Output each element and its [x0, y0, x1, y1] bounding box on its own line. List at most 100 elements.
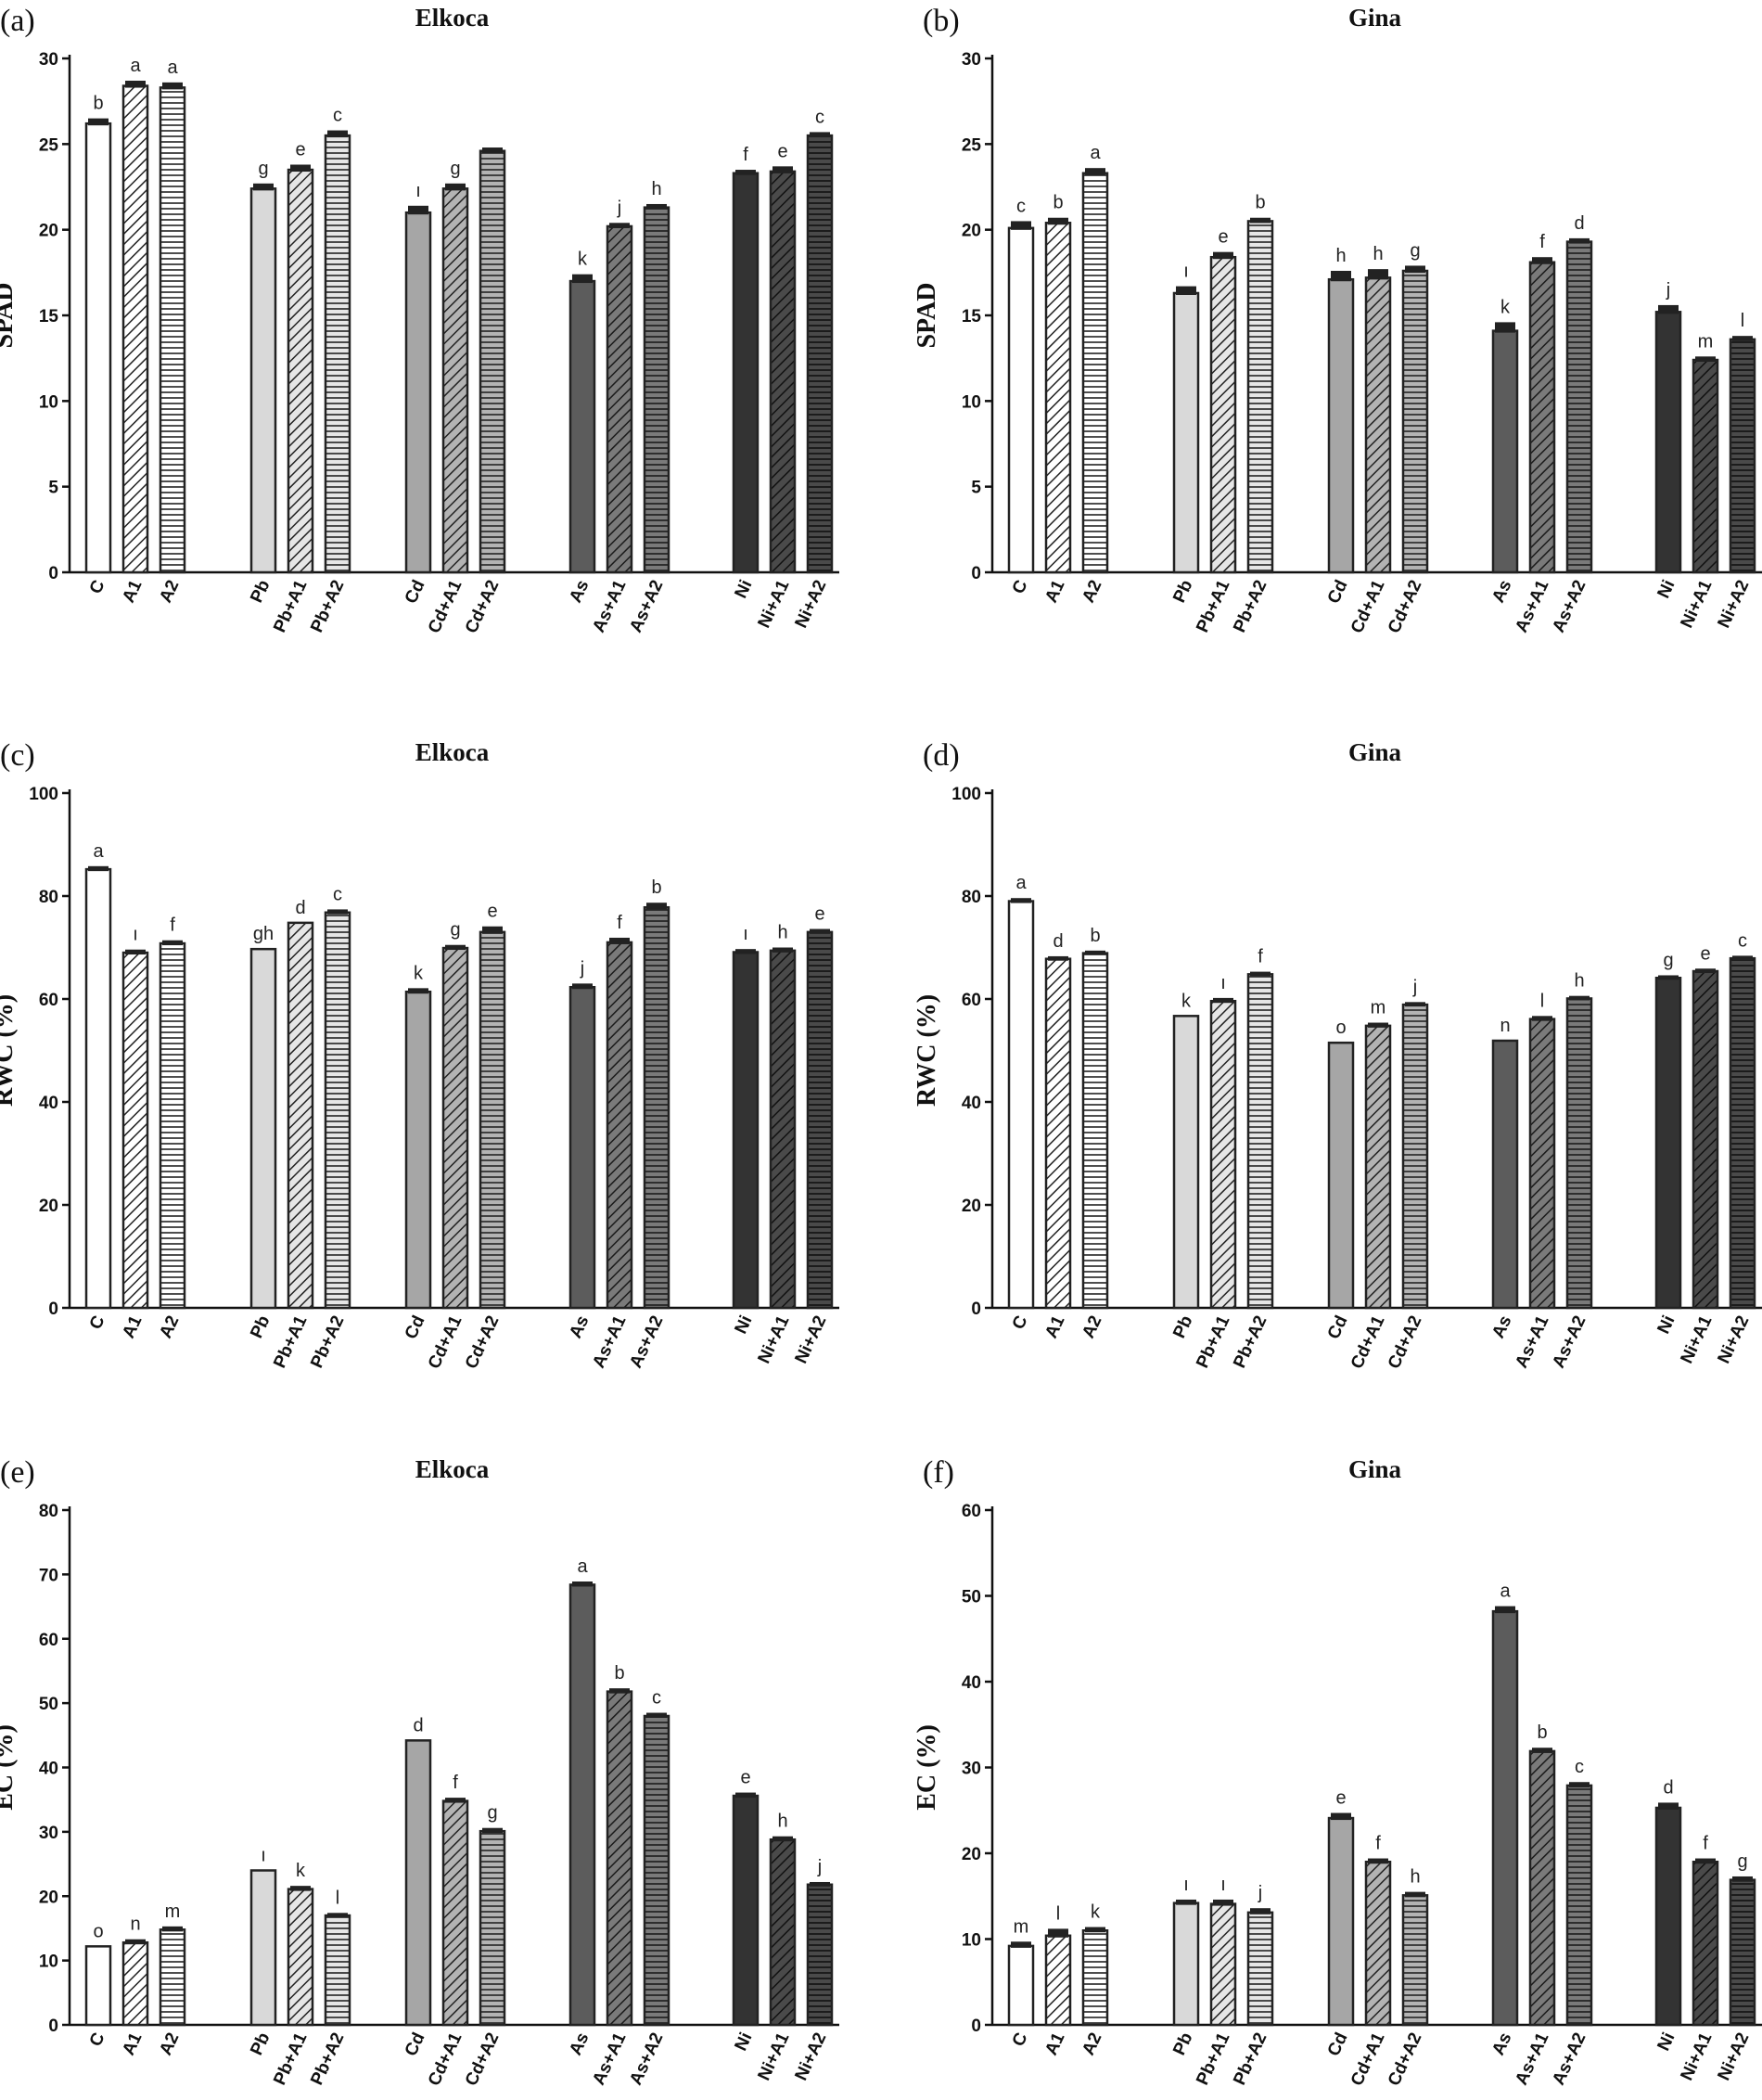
y-tick-label: 0	[971, 1300, 981, 1319]
x-tick-label-as: As	[566, 2030, 593, 2058]
bar-c	[1007, 226, 1035, 574]
significance-letter-cd-a1: m	[1371, 998, 1386, 1018]
significance-letter-as: j	[580, 958, 584, 979]
x-tick-label-ni-a2: Ni+A2	[792, 577, 831, 631]
bar-pb	[249, 187, 277, 574]
significance-letter-pb-a2: j	[1258, 1883, 1262, 1903]
y-tick-label: 15	[39, 307, 59, 327]
significance-letter-as-a1: l	[1540, 991, 1544, 1011]
significance-letter-ni: ı	[743, 924, 748, 944]
significance-letter-cd-a1: f	[453, 1773, 458, 1793]
bar-ni-a2	[806, 1883, 834, 2027]
bar-a2	[159, 941, 186, 1310]
error-bar-pb	[1176, 286, 1196, 295]
significance-letter-pb-a2: c	[333, 884, 342, 904]
significance-letter-ni: j	[1666, 280, 1670, 301]
x-tick-label-as-a1: As+A1	[589, 577, 630, 635]
x-tick-label-as: As	[1488, 577, 1515, 606]
bar-pb-a2	[324, 134, 351, 574]
y-axis-label: SPAD	[0, 282, 19, 348]
significance-letter-ni-a1: m	[1698, 331, 1714, 352]
error-bar-ni-a2	[810, 928, 830, 934]
error-bar-ni-a2	[810, 1881, 830, 1887]
significance-letter-as-a1: b	[1537, 1722, 1547, 1743]
x-tick-label-as-a1: As+A1	[589, 1312, 630, 1371]
x-tick-label-as: As	[1488, 1312, 1515, 1341]
error-bar-a2	[162, 940, 183, 946]
error-bar-cd-a2	[1405, 265, 1425, 273]
bar-cd	[1327, 277, 1355, 574]
significance-letter-a2: k	[1091, 1902, 1101, 1923]
significance-letter-ni-a2: g	[1737, 1851, 1747, 1872]
error-bar-pb-a1	[1213, 997, 1233, 1004]
error-bar-as-a2	[646, 203, 667, 210]
x-tick-label-a1: A1	[1041, 577, 1068, 606]
y-tick-label: 20	[39, 1197, 58, 1216]
bar-pb	[1172, 291, 1200, 574]
bar-as-a2	[1565, 997, 1593, 1310]
error-bar-pb-a2	[1250, 1908, 1270, 1914]
significance-letter-ni-a2: c	[815, 107, 824, 127]
bar-ni-a2	[1729, 1878, 1756, 2027]
y-tick-label: 40	[962, 1094, 981, 1113]
error-bar-cd-a2	[1405, 1891, 1425, 1898]
significance-letter-cd-a2: h	[1410, 1867, 1420, 1888]
y-tick-label: 10	[962, 1931, 981, 1951]
x-tick-label-cd: Cd	[402, 577, 429, 607]
significance-letter-as-a2: c	[1575, 1757, 1584, 1777]
significance-letter-cd: h	[1335, 246, 1346, 266]
y-tick-label: 0	[48, 564, 58, 583]
x-tick-label-cd-a1: Cd+A1	[425, 2030, 466, 2089]
chart-panel-b: (b) Gina SPAD 0 5 10 15 20 25 30 c Cb A1 a A2 ı Pb e Pb+A1…	[913, 4, 1762, 636]
error-bar-a2	[162, 82, 183, 90]
error-bar-ni-a1	[772, 166, 793, 173]
y-tick-label: 15	[962, 307, 982, 327]
bar-a1	[1044, 1934, 1072, 2027]
x-tick-label-pb: Pb	[1169, 2030, 1196, 2058]
x-tick-label-as-a2: As+A2	[626, 1312, 667, 1371]
error-bar-ni	[735, 1792, 756, 1799]
significance-letter-pb-a1: e	[1218, 227, 1228, 248]
bar-ni-a1	[1692, 1861, 1719, 2027]
bar-ni-a2	[806, 930, 834, 1310]
error-bar-as	[1495, 322, 1515, 333]
significance-letter-as: k	[578, 250, 588, 270]
error-bar-a2	[1085, 1927, 1105, 1933]
bar-ni-a1	[1692, 358, 1719, 574]
bar-as	[568, 279, 596, 574]
y-tick-label: 30	[39, 1824, 58, 1843]
significance-letter-ni-a2: l	[1741, 311, 1744, 331]
bar-ni-a2	[1729, 338, 1756, 574]
error-bar-as-a1	[609, 1688, 630, 1694]
significance-letter-a1: l	[1056, 1903, 1060, 1924]
x-tick-label-a2: A2	[1079, 577, 1105, 606]
bar-cd-a2	[1401, 1894, 1429, 2027]
y-tick-label: 40	[39, 1094, 58, 1113]
error-bar-c	[1011, 1941, 1031, 1948]
error-bar-cd-a1	[445, 944, 466, 951]
significance-letter-cd: o	[1335, 1018, 1346, 1038]
x-tick-label-c: C	[1009, 577, 1032, 597]
x-tick-label-pb-a2: Pb+A2	[307, 577, 348, 635]
error-bar-as-a2	[646, 1712, 667, 1718]
error-bar-c	[88, 865, 109, 872]
error-bar-cd-a2	[482, 926, 503, 934]
error-bar-ni-a1	[772, 947, 793, 953]
bar-as-a1	[1528, 1018, 1556, 1310]
y-tick-label: 25	[962, 135, 982, 155]
x-tick-label-ni-a1: Ni+A1	[1678, 1312, 1717, 1367]
x-tick-label-cd-a1: Cd+A1	[1347, 1312, 1389, 1372]
x-tick-label-a2: A2	[156, 1312, 183, 1341]
x-tick-label-pb-a2: Pb+A2	[307, 2030, 348, 2088]
significance-letter-a2: a	[1090, 143, 1101, 163]
y-tick-label: 20	[962, 1197, 981, 1216]
error-bar-pb-a1	[1213, 1899, 1233, 1906]
significance-letter-cd: k	[414, 963, 424, 983]
x-tick-label-as-a2: As+A2	[1549, 577, 1590, 635]
y-tick-label: 60	[962, 991, 981, 1010]
error-bar-c	[1011, 221, 1031, 230]
error-bar-as-a2	[1569, 1782, 1590, 1787]
y-tick-label: 20	[962, 222, 981, 241]
bar-as-a1	[1528, 261, 1556, 574]
bar-a2	[159, 86, 186, 574]
